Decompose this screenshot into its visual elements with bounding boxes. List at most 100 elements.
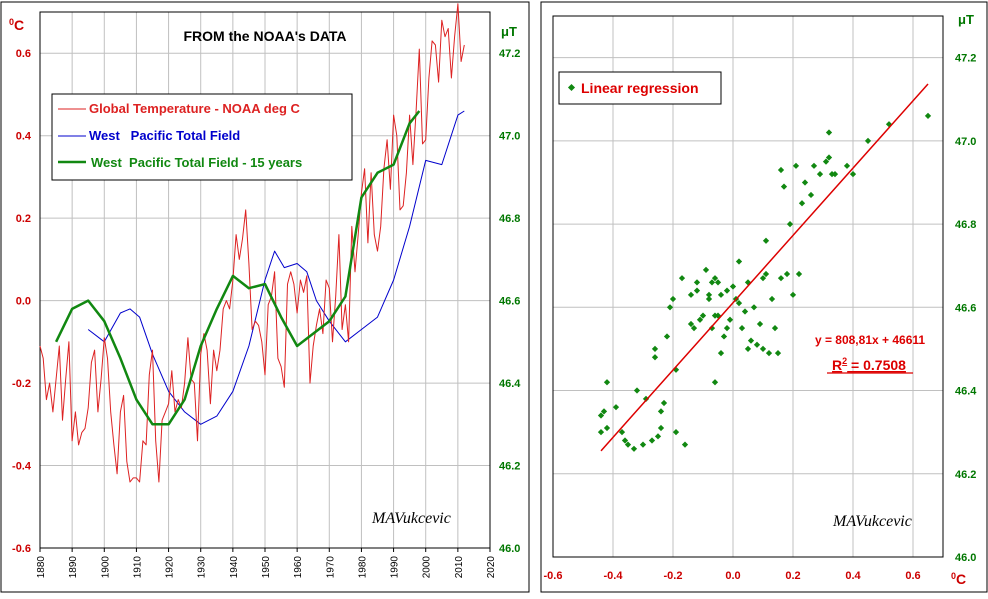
scatter-point [693,287,701,294]
scatter-point [630,445,638,452]
scatter-point [759,345,767,353]
left-x-tick-label-1900: 1900 [100,556,111,579]
left-y-tick-label-4: 0.2 [16,213,31,225]
right-x-tick-label-3: 0.0 [725,570,740,582]
scatter-point [711,275,719,282]
svg-text:0C: 0C [9,17,24,33]
regression-line [600,83,929,452]
left-y-tick-label-5: 0.4 [16,131,32,143]
legend-label-west-pacific: West Pacific Total Field [89,128,240,143]
right-x-label-degree: 0 [951,571,956,581]
left-y2-axis-label: μT [501,24,517,39]
r2-label: R [832,357,842,373]
right-x-tick-label-5: 0.4 [845,570,861,582]
right-x-tick-label-6: 0.6 [905,570,920,582]
left-x-tick-label-1950: 1950 [261,556,272,579]
regression-equation: y = 808,81x + 46611 [815,333,925,347]
left-x-tick-label-1930: 1930 [197,556,208,579]
right-x-label-unit: C [956,571,966,587]
right-x-axis-label: 0C [951,571,966,587]
series-line-west-pacific [87,110,465,425]
scatter-point [597,429,605,436]
right-x-ticks: -0.6 -0.4 -0.2 0.0 0.2 0.4 0.6 [544,570,921,582]
left-x-tick-label-1880: 1880 [36,556,47,579]
right-y-tick-label-0: 46.0 [955,552,976,564]
left-series [39,3,465,483]
right-legend: Linear regression [558,71,722,105]
legend-label-linear-regression: Linear regression [581,80,699,96]
left-chart-title: FROM the NOAA's DATA [183,28,346,44]
scatter-point [618,429,626,436]
scatter-point [783,270,791,278]
scatter-point [624,441,632,448]
right-y-tick-label-6: 47.2 [955,53,976,65]
right-y-tick-label-5: 47.0 [499,131,520,143]
right-y-tick-label-5: 47.0 [955,136,976,148]
scatter-point [723,287,731,294]
right-y-tick-label-6: 47.2 [499,48,520,60]
scatter-point [681,441,689,448]
scatter-point [639,441,647,448]
scatter-point [660,399,668,407]
series-line-west-pacific-15y [54,110,421,426]
right-y-tick-label-3: 46.6 [955,302,976,314]
scatter-point [666,304,674,311]
right-x-tick-label-2: -0.2 [664,570,683,582]
right-y-tick-label-2: 46.4 [499,378,521,390]
legend-label-temperature: Global Temperature - NOAA deg C [89,101,301,116]
left-x-tick-label-1920: 1920 [165,556,176,579]
scatter-point [678,275,686,282]
right-y-tick-label-3: 46.6 [499,296,520,308]
scatter-point [651,345,659,353]
left-x-tick-label-1980: 1980 [357,556,368,579]
left-y-tick-label-6: 0.6 [16,48,31,60]
legend-label-west-pacific-15y: West Pacific Total Field - 15 years [91,155,302,170]
scatter-point [762,270,770,278]
svg-text:R2 = 0.7508: R2 = 0.7508 [832,356,906,373]
right-y-axis-label: μT [958,12,974,27]
left-chart: FROM the NOAA's DATA 0C μT -0.6 -0.4 -0.2 0… [0,1,530,593]
left-x-tick-label-2020: 2020 [486,556,497,579]
r2-value: = 0.7508 [847,357,906,373]
left-legend-box [51,93,353,181]
svg-text:0C: 0C [951,571,966,587]
scatter-point [735,258,743,265]
scatter-point [777,275,785,282]
scatter-point [696,316,704,323]
right-y-tick-label-1: 46.2 [955,469,976,481]
r2-sup: 2 [842,356,847,366]
left-y-tick-label-0: -0.6 [12,543,31,555]
left-signature: MAVukcevic [371,510,451,527]
scatter-point [750,304,758,311]
right-legend-box [558,71,722,105]
regression-r2: R2 = 0.7508 [827,356,913,374]
left-x-tick-label-1890: 1890 [68,556,79,579]
left-x-tick-label-1960: 1960 [293,556,304,579]
series-line-temperature [39,3,465,483]
left-x-tick-label-2010: 2010 [454,556,465,579]
legend-swatch-linear-regression [567,83,576,92]
scatter-point [633,387,641,394]
scatter-point [672,429,680,436]
left-x-tick-label-1970: 1970 [325,556,336,579]
right-y-tick-label-4: 46.8 [499,213,520,225]
scatter-point [726,316,734,323]
right-y-tick-label-4: 46.8 [955,219,976,231]
left-x-tick-label-1940: 1940 [229,556,240,579]
scatter-point [735,300,743,307]
right-y-tick-label-1: 46.2 [499,461,520,473]
right-y-ticks: 46.0 46.2 46.4 46.6 46.8 47.0 47.2 [955,53,977,564]
left-y-tick-label-2: -0.2 [12,378,31,390]
right-signature: MAVukcevic [832,513,912,530]
scatter-point [612,404,620,411]
left-x-tick-label-1910: 1910 [132,556,143,579]
left-y-tick-label-3: 0.0 [16,296,31,308]
scatter-point [759,275,767,282]
right-chart: μT 0C 46.046.246.446.646.847.047.2 -0.6-… [540,1,988,593]
left-y-axis-label: 0C [9,17,24,33]
right-x-tick-label-1: -0.4 [604,570,624,582]
left-y-tick-label-1: -0.4 [12,461,32,473]
right-y-tick-label-0: 46.0 [499,543,520,555]
left-x-tick-label-2000: 2000 [422,556,433,579]
